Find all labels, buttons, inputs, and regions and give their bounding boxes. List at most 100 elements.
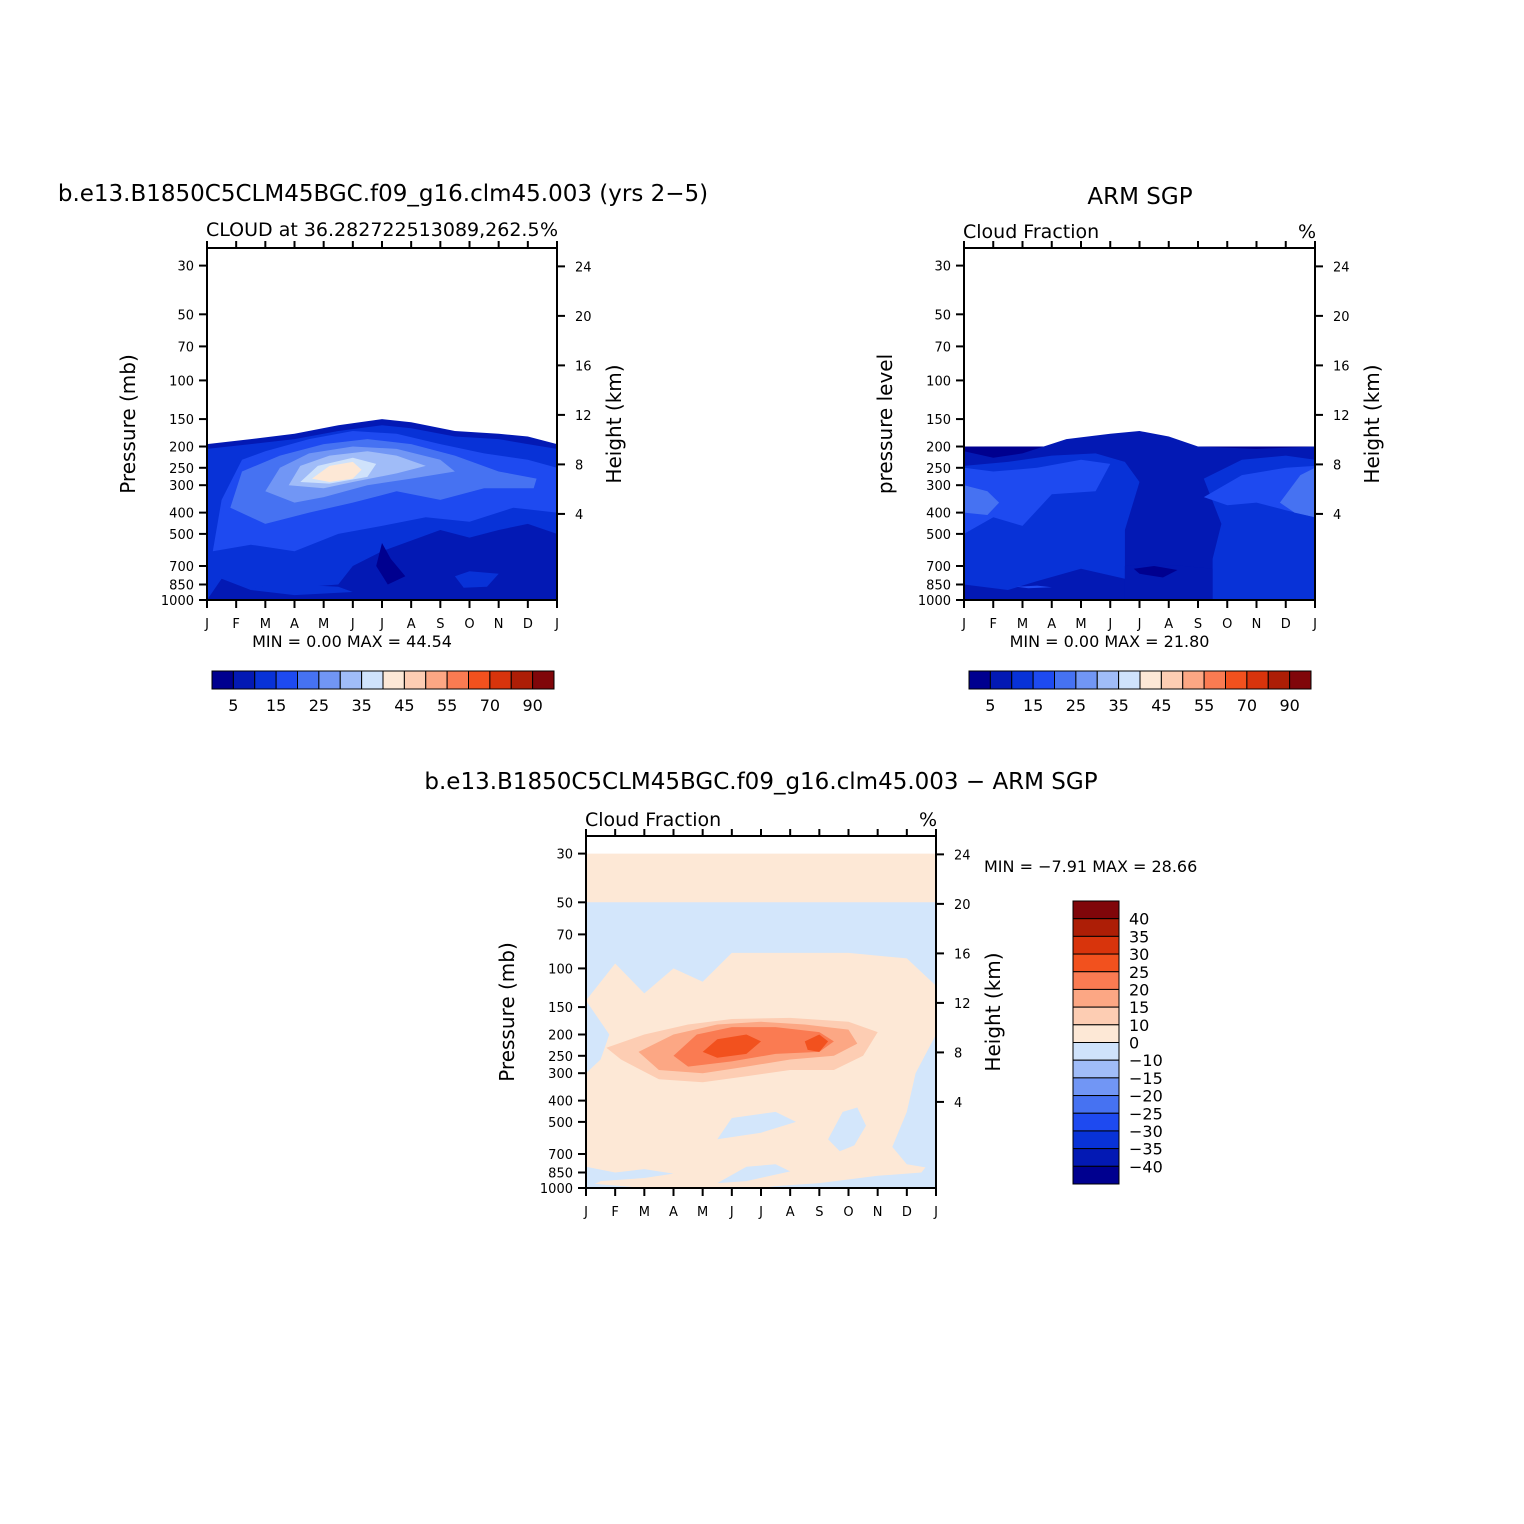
colorbar-swatch [1246, 670, 1269, 690]
colorbar-swatch [1072, 1112, 1120, 1132]
x-tick-label: A [1047, 617, 1056, 632]
colorbar-label: −25 [1129, 1104, 1163, 1123]
colorbar-label: 35 [351, 696, 371, 715]
colorbar-swatch [1072, 971, 1120, 990]
colorbar-swatch [1182, 670, 1205, 690]
colorbar-swatch [1072, 1077, 1120, 1097]
contour-region-8 [1279, 467, 1315, 518]
colorbar-label: 0 [1129, 1034, 1139, 1053]
y-tick-label: 100 [548, 962, 573, 977]
colorbar-label: −40 [1129, 1157, 1163, 1176]
colorbar-swatch [1203, 670, 1226, 690]
colorbar: 5 15 25 35 45 55 70 90 [211, 670, 555, 715]
colorbar-swatch [1072, 918, 1120, 937]
y-tick-label: 70 [934, 340, 951, 355]
x-tick-label: O [464, 617, 474, 632]
y-tick-label: 250 [548, 1050, 573, 1065]
x-tick-label: J [379, 617, 384, 632]
min-max-stats: MIN = 0.00 MAX = 21.80 [1010, 632, 1210, 651]
colorbar-label: 35 [1129, 927, 1149, 946]
y2-axis-title: Height (km) [602, 364, 626, 483]
x-tick-label: J [554, 617, 559, 632]
plot-area [586, 853, 936, 1188]
colorbar-label: −35 [1129, 1140, 1163, 1159]
contour-region-7 [964, 485, 1000, 515]
colorbar-swatch [1072, 1024, 1120, 1043]
y-tick-label: 250 [169, 462, 194, 477]
y-tick-label: 30 [177, 260, 194, 275]
y2-tick-label: 16 [954, 947, 971, 962]
y-tick-label: 500 [548, 1116, 573, 1131]
x-tick-label: O [1222, 617, 1232, 632]
colorbar-swatch [1118, 670, 1141, 690]
x-tick-label: A [407, 617, 416, 632]
colorbar-label: 30 [1129, 945, 1149, 964]
y-tick-label: 50 [177, 308, 194, 323]
chart-units-label: % [540, 219, 558, 241]
y-tick-label: 1000 [540, 1182, 573, 1197]
colorbar-label: −15 [1129, 1069, 1163, 1088]
x-tick-label: M [1075, 617, 1086, 632]
contour-region-11 [1016, 585, 1052, 589]
y-tick-label: 300 [926, 479, 951, 494]
colorbar-label: −20 [1129, 1087, 1163, 1106]
y-tick-label: 200 [169, 441, 194, 456]
x-tick-label: J [583, 1205, 588, 1220]
colorbar-swatch [468, 670, 491, 690]
x-tick-label: D [523, 617, 533, 632]
colorbar-label: 20 [1129, 980, 1149, 999]
x-tick-label: J [1107, 617, 1112, 632]
y-tick-label: 700 [926, 560, 951, 575]
colorbar-swatch [968, 670, 991, 690]
colorbar-swatch [275, 670, 298, 690]
chart-title: ARM SGP [1087, 184, 1192, 210]
y-tick-label: 400 [548, 1095, 573, 1110]
colorbar-label: 5 [228, 696, 238, 715]
y2-tick-label: 24 [575, 260, 592, 275]
plot-area [207, 419, 557, 600]
colorbar-swatch [361, 670, 384, 690]
x-tick-label: J [758, 1205, 763, 1220]
colorbar-label: 10 [1129, 1016, 1149, 1035]
plot-area [964, 431, 1315, 600]
colorbar-swatch [1075, 670, 1098, 690]
colorbar-swatch [1289, 670, 1312, 690]
contour-region-12 [250, 584, 353, 596]
x-tick-label: N [873, 1205, 883, 1220]
colorbar-label: 15 [1129, 998, 1149, 1017]
contour-region-5 [964, 459, 1111, 534]
colorbar-swatch [1225, 670, 1248, 690]
x-tick-label: M [260, 617, 271, 632]
y2-tick-label: 8 [954, 1046, 962, 1061]
y2-tick-label: 20 [1333, 310, 1350, 325]
y2-tick-label: 4 [1333, 508, 1341, 523]
y-tick-label: 250 [926, 462, 951, 477]
colorbar-swatch [1072, 1042, 1120, 1061]
y2-tick-label: 24 [954, 848, 971, 863]
colorbar-swatch [211, 670, 234, 690]
y-tick-label: 150 [169, 413, 194, 428]
colorbar-label: 70 [480, 696, 500, 715]
colorbar-swatch [403, 670, 427, 690]
contour-region-7 [828, 1107, 866, 1152]
y2-tick-label: 8 [1333, 458, 1341, 473]
colorbar-swatch [232, 670, 256, 690]
x-tick-label: J [729, 1205, 734, 1220]
colorbar-label: 5 [985, 696, 995, 715]
x-tick-label: F [990, 617, 997, 632]
colorbar-label: 55 [1194, 696, 1214, 715]
y2-tick-label: 12 [1333, 409, 1350, 424]
x-tick-label: J [204, 617, 209, 632]
y-tick-label: 850 [548, 1167, 573, 1182]
y-axis-title: Pressure (mb) [116, 354, 140, 494]
colorbar-swatch [1072, 1165, 1120, 1185]
contour-region-4 [586, 1166, 674, 1188]
colorbar-label: 40 [1129, 910, 1149, 929]
y-tick-label: 500 [169, 528, 194, 543]
colorbar-swatch [1160, 670, 1184, 690]
x-tick-label: F [232, 617, 239, 632]
colorbar-swatch [1139, 670, 1162, 690]
y2-tick-label: 12 [954, 997, 971, 1012]
